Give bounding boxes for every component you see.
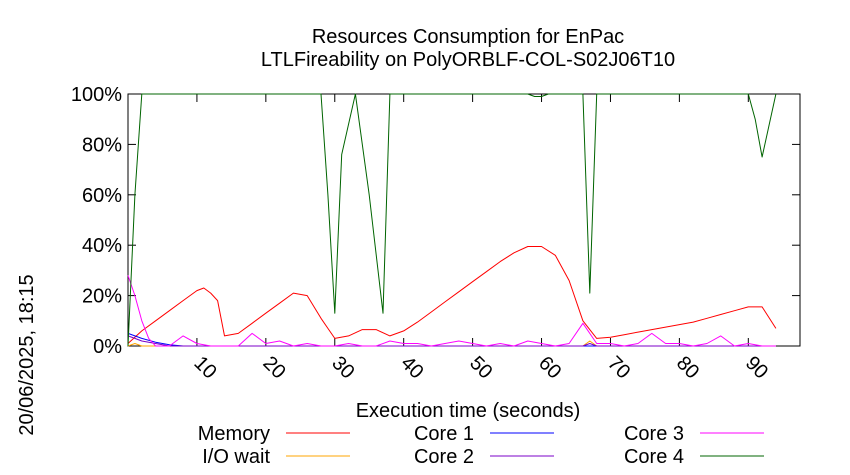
y-tick-label: 80% bbox=[82, 134, 122, 156]
y-tick-label: 0% bbox=[93, 336, 122, 358]
legend-label-core-3: Core 3 bbox=[624, 423, 684, 445]
legend-label-memory: Memory bbox=[198, 423, 270, 445]
x-tick-label: 90 bbox=[741, 352, 772, 383]
y-tick-label: 40% bbox=[82, 235, 122, 257]
series-line-core-2 bbox=[127, 335, 776, 347]
series-line-core-3 bbox=[127, 275, 776, 347]
x-tick-label: 70 bbox=[603, 352, 634, 383]
legend-label-core-1: Core 1 bbox=[414, 423, 474, 445]
x-axis: 10 20 30 40 50 60 70 80 90 bbox=[190, 94, 772, 383]
x-tick-label: 30 bbox=[327, 352, 358, 383]
y-tick-label: 60% bbox=[82, 185, 122, 207]
legend-label-i-o-wait: I/O wait bbox=[202, 446, 270, 468]
x-tick-label: 60 bbox=[534, 352, 565, 383]
series-lines bbox=[127, 93, 777, 347]
plot-area-frame bbox=[127, 93, 801, 347]
series-line-core-4 bbox=[127, 93, 777, 347]
x-tick-label: 40 bbox=[396, 352, 427, 383]
series-line-memory bbox=[127, 246, 777, 344]
y-axis: 0% 20% 40% 60% 80% 100% bbox=[71, 84, 800, 358]
x-axis-label: Execution time (seconds) bbox=[356, 400, 581, 422]
x-tick-label: 20 bbox=[258, 352, 289, 383]
side-timestamp-label: 20/06/2025, 18:15 bbox=[16, 274, 38, 435]
chart-subtitle: LTLFireability on PolyORBLF-COL-S02J06T1… bbox=[261, 49, 675, 71]
y-tick-label: 20% bbox=[82, 286, 122, 308]
y-tick-label: 100% bbox=[71, 84, 122, 106]
x-tick-label: 10 bbox=[190, 352, 221, 383]
x-tick-label: 50 bbox=[465, 352, 496, 383]
legend-label-core-2: Core 2 bbox=[414, 446, 474, 468]
chart-title: Resources Consumption for EnPac bbox=[312, 26, 624, 48]
x-tick-label: 80 bbox=[672, 352, 703, 383]
legend-label-core-4: Core 4 bbox=[624, 446, 684, 468]
